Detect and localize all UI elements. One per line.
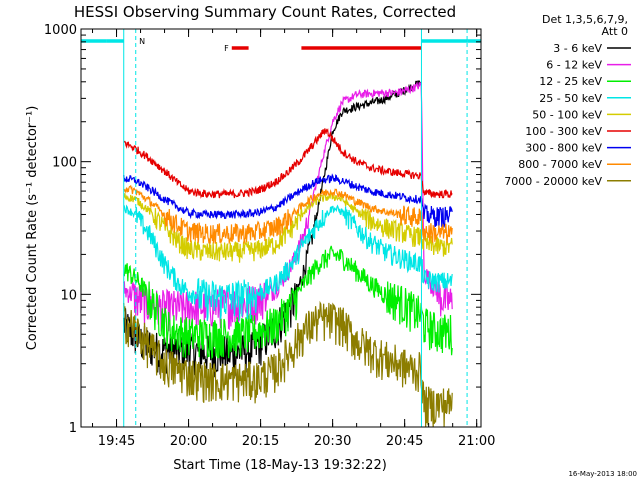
- legend-entry-label: 50 - 100 keV: [532, 108, 602, 121]
- plot-border: [80, 28, 482, 428]
- y-axis: 1 10 100 1000: [44, 23, 481, 436]
- flag-label: N: [139, 37, 145, 46]
- legend-header: Det 1,3,5,6,7,9,: [542, 13, 628, 26]
- legend: Det 1,3,5,6,7,9,Att 03 - 6 keV 6 - 12 keV…: [504, 13, 631, 188]
- chart-title: HESSI Observing Summary Count Rates, Cor…: [74, 3, 456, 21]
- legend-entry-label: 300 - 800 keV: [525, 142, 602, 155]
- x-tick-label: 20:15: [242, 434, 279, 449]
- series-line: [123, 184, 453, 245]
- x-tick-label: 21:00: [458, 434, 495, 449]
- series-line: [123, 245, 453, 360]
- series-line: [123, 81, 453, 332]
- x-tick-label: 20:00: [170, 434, 207, 449]
- y-axis-label: Corrected Count Rate (s⁻¹ detector⁻¹): [25, 106, 40, 351]
- legend-entry-label: 3 - 6 keV: [553, 42, 602, 55]
- x-tick-label: 20:30: [314, 434, 351, 449]
- series-line: [123, 204, 453, 321]
- series-line: [123, 192, 453, 263]
- y-tick-label: 100: [52, 156, 77, 171]
- legend-entry-label: 100 - 300 keV: [525, 125, 602, 138]
- y-tick-label: 10: [60, 288, 77, 303]
- flag-label: F: [224, 44, 229, 53]
- series-line: [123, 300, 453, 428]
- x-axis: 19:45 20:00 20:15 20:30 20:45 21:00: [92, 29, 495, 449]
- x-axis-label: Start Time (18-May-13 19:32:22): [173, 458, 387, 473]
- footer-date: 16-May-2013 18:00: [568, 470, 637, 478]
- legend-entry-label: 25 - 50 keV: [539, 92, 602, 105]
- plot-area: NF: [80, 28, 482, 428]
- legend-entry-label: 7000 - 20000 keV: [504, 175, 602, 188]
- x-tick-label: 19:45: [98, 434, 135, 449]
- legend-entry-label: 6 - 12 keV: [546, 59, 602, 72]
- series-line: [123, 128, 453, 199]
- legend-header: Att 0: [602, 25, 628, 38]
- series-line: [123, 173, 453, 228]
- y-tick-label: 1000: [44, 23, 77, 38]
- legend-entry-label: 800 - 7000 keV: [518, 158, 602, 171]
- legend-entry-label: 12 - 25 keV: [539, 75, 602, 88]
- x-tick-label: 20:45: [386, 434, 423, 449]
- y-tick-label: 1: [69, 421, 77, 436]
